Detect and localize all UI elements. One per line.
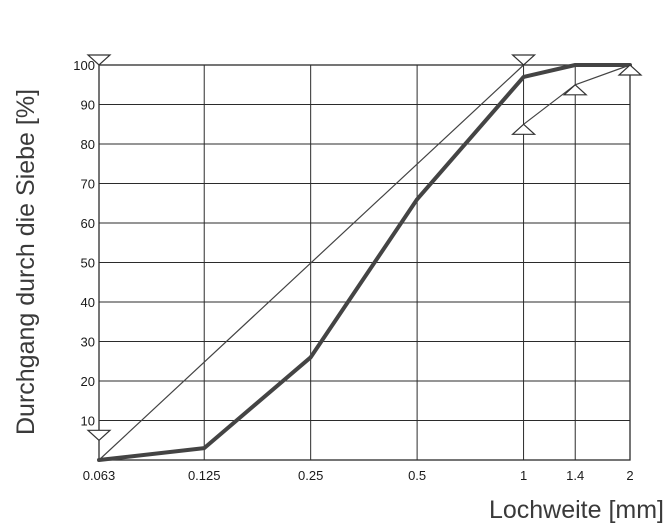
limit-marker-4: [511, 123, 537, 135]
limit-marker-5: [562, 83, 588, 96]
limit-markers: [86, 54, 643, 442]
y-tick-40: 40: [81, 295, 95, 310]
y-tick-50: 50: [81, 256, 95, 271]
x-tick-0.25: 0.25: [298, 468, 323, 483]
x-tick-2: 2: [626, 468, 633, 483]
limit-marker-3: [511, 54, 537, 66]
x-tick-0.063: 0.063: [83, 468, 116, 483]
y-axis-title: Durchgang durch die Siebe [%]: [12, 89, 40, 435]
series-line-2: [98, 64, 525, 461]
y-tick-60: 60: [81, 216, 95, 231]
y-tick-70: 70: [81, 177, 95, 192]
x-tick-1: 1: [520, 468, 527, 483]
limit-marker-2: [86, 429, 112, 442]
y-tick-90: 90: [81, 98, 95, 113]
tick-labels: 10 20 30 40 50 60 70 80 90 100 0.063 0.125 0.25 0.5 1 1…: [73, 58, 633, 483]
x-tick-1.4: 1.4: [566, 468, 584, 483]
series-line-1: [97, 63, 632, 462]
y-tick-30: 30: [81, 335, 95, 350]
limit-marker-6: [617, 64, 643, 76]
x-tick-0.5: 0.5: [408, 468, 426, 483]
y-tick-100: 100: [73, 58, 95, 73]
grid: [98, 64, 631, 461]
y-tick-20: 20: [81, 374, 95, 389]
y-tick-80: 80: [81, 137, 95, 152]
limit-marker-1: [86, 54, 112, 66]
y-tick-10: 10: [81, 414, 95, 429]
x-axis-title: Lochweite [mm]: [489, 496, 664, 524]
x-tick-0.125: 0.125: [188, 468, 221, 483]
